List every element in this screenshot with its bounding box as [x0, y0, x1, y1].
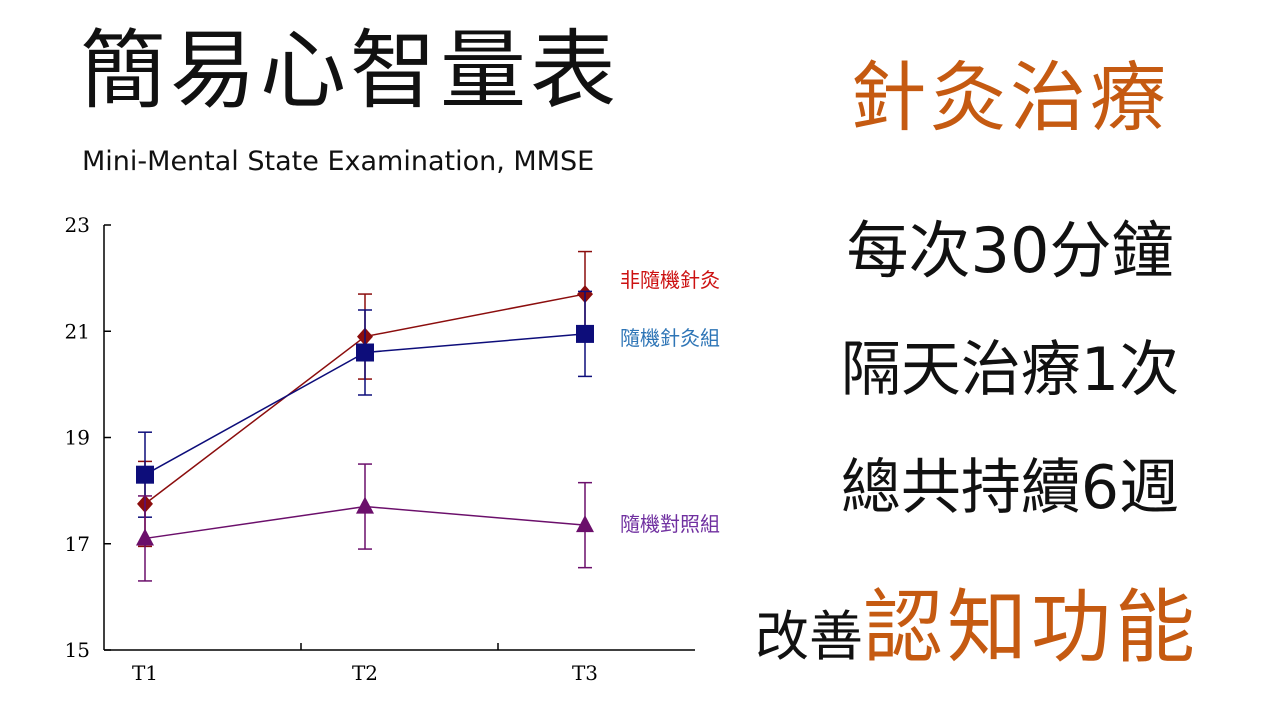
conclusion: 改善認知功能 [755, 588, 1199, 668]
treatment-title: 針灸治療 [850, 53, 1170, 142]
x-tick-label: T3 [572, 661, 598, 685]
series-1: 非隨機針灸 [137, 250, 720, 548]
data-point-square [356, 343, 374, 362]
data-point-triangle [136, 528, 154, 546]
conclusion-keyword: 認知功能 [863, 581, 1199, 674]
y-tick-label: 21 [65, 319, 90, 343]
conclusion-prefix: 改善 [755, 605, 863, 668]
data-point-square [576, 324, 594, 343]
series-label: 隨機針灸組 [620, 326, 720, 350]
x-tick-label: T1 [132, 661, 158, 685]
y-tick-label: 15 [65, 638, 90, 662]
series-2: 隨機針灸組 [136, 290, 720, 518]
series-3: 隨機對照組 [136, 463, 720, 582]
x-tick-label: T2 [352, 661, 378, 685]
data-point-square [136, 465, 154, 484]
series-label: 非隨機針灸 [620, 268, 720, 292]
page-subtitle: Mini-Mental State Examination, MMSE [82, 146, 595, 177]
series-label: 隨機對照組 [620, 512, 720, 536]
data-point-triangle [576, 515, 594, 533]
treatment-period: 總共持續6週 [840, 453, 1180, 523]
page-title: 簡易心智量表 [80, 21, 620, 121]
treatment-duration: 每次30分鐘 [846, 214, 1174, 287]
y-tick-label: 19 [65, 426, 90, 450]
y-tick-label: 17 [65, 532, 90, 556]
data-point-triangle [356, 496, 374, 514]
treatment-frequency: 隔天治療1次 [840, 335, 1180, 405]
y-tick-label: 23 [65, 213, 90, 237]
